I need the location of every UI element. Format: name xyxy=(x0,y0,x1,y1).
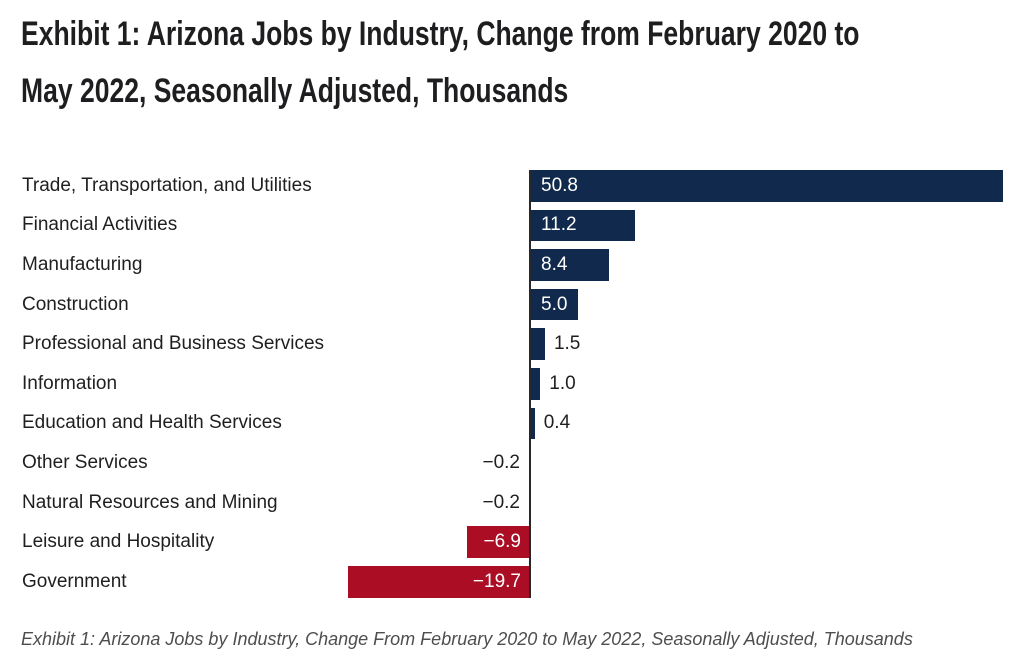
positive-bar xyxy=(531,407,535,440)
chart-caption: Exhibit 1: Arizona Jobs by Industry, Cha… xyxy=(21,629,913,649)
category-label: Manufacturing xyxy=(22,253,143,275)
value-label: −19.7 xyxy=(472,570,521,592)
value-label: 0.4 xyxy=(543,412,571,434)
chart-row: Trade, Transportation, and Utilities 50.8 xyxy=(0,166,1024,206)
bar-chart: Trade, Transportation, and Utilities 50.8… xyxy=(0,166,1024,602)
value-label: −6.9 xyxy=(483,531,521,553)
positive-bar: 8.4 xyxy=(531,249,610,281)
chart-row: Other Services −0.2 xyxy=(0,443,1024,483)
chart-title-line1: Exhibit 1: Arizona Jobs by Industry, Cha… xyxy=(21,15,860,53)
category-label: Education and Health Services xyxy=(22,412,282,434)
category-label: Information xyxy=(22,372,118,394)
category-label: Trade, Transportation, and Utilities xyxy=(22,174,312,196)
category-label: Construction xyxy=(22,293,129,315)
chart-title-line2: May 2022, Seasonally Adjusted, Thousands xyxy=(21,72,569,110)
chart-row: Natural Resources and Mining −0.2 xyxy=(0,483,1024,523)
chart-row: Professional and Business Services 1.5 xyxy=(0,324,1024,364)
category-label: Leisure and Hospitality xyxy=(22,531,215,553)
value-label: 1.5 xyxy=(553,333,581,355)
chart-row: Leisure and Hospitality −6.9 xyxy=(0,522,1024,562)
positive-bar: 11.2 xyxy=(531,209,636,242)
category-label: Other Services xyxy=(22,451,148,473)
negative-bar: −19.7 xyxy=(347,565,531,598)
positive-bar: 50.8 xyxy=(531,170,1004,202)
chart-title: Exhibit 1: Arizona Jobs by Industry, Cha… xyxy=(21,6,1021,120)
category-label: Natural Resources and Mining xyxy=(22,491,278,513)
value-label: −0.2 xyxy=(482,491,520,513)
value-label: 1.0 xyxy=(549,372,576,394)
negative-bar: −6.9 xyxy=(466,526,531,558)
chart-row: Financial Activities 11.2 xyxy=(0,206,1024,246)
positive-bar: 5.0 xyxy=(531,288,578,321)
chart-row: Construction 5.0 xyxy=(0,285,1024,325)
value-label: 8.4 xyxy=(541,253,568,275)
value-label: 11.2 xyxy=(541,214,577,236)
chart-row: Government −19.7 xyxy=(0,562,1024,602)
value-label: −0.2 xyxy=(482,451,520,473)
chart-row: Education and Health Services 0.4 xyxy=(0,404,1024,444)
category-label: Financial Activities xyxy=(22,214,178,236)
value-label: 50.8 xyxy=(541,174,578,196)
category-label: Government xyxy=(22,570,127,592)
positive-bar xyxy=(531,367,541,400)
zero-axis-line xyxy=(528,170,531,598)
chart-row: Manufacturing 8.4 xyxy=(0,245,1024,285)
value-label: 5.0 xyxy=(541,293,568,315)
category-label: Professional and Business Services xyxy=(22,333,325,355)
chart-row: Information 1.0 xyxy=(0,364,1024,404)
positive-bar xyxy=(531,328,545,360)
